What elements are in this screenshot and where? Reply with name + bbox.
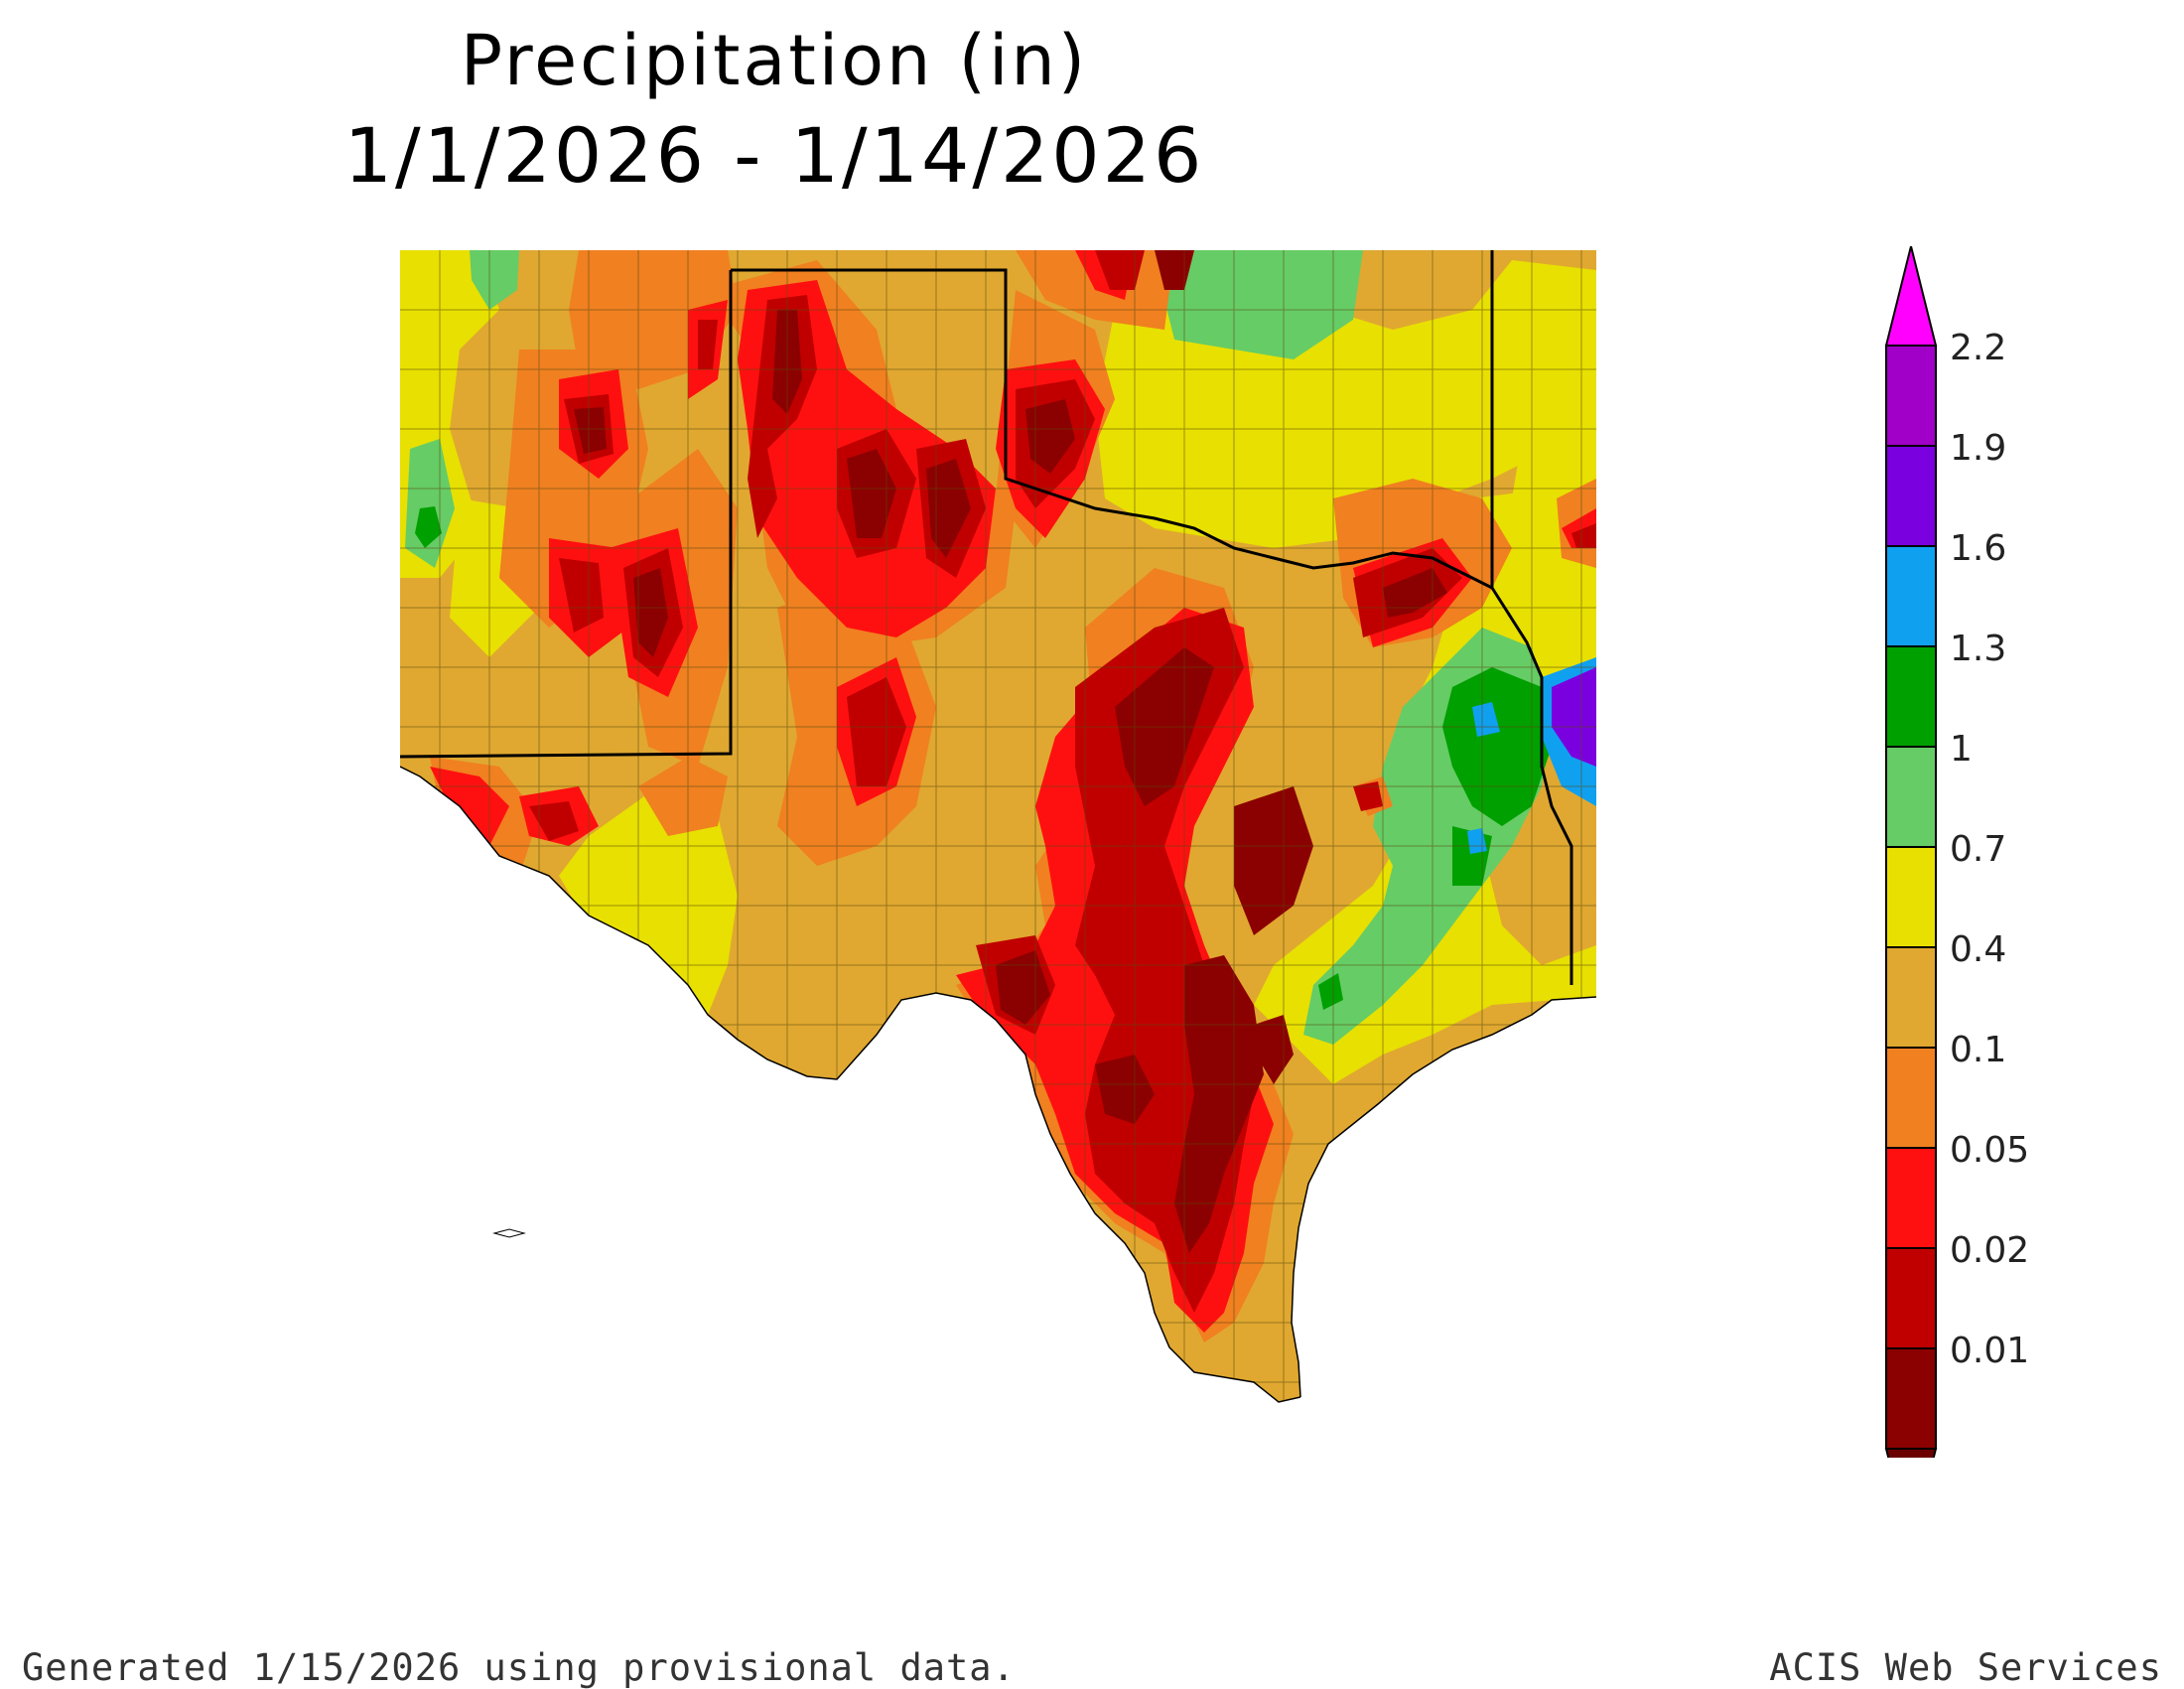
legend-under-arrow — [1884, 1448, 1938, 1458]
legend-tick-label: 1 — [1950, 729, 1973, 770]
precip-band-1.9-2.2 — [1552, 667, 1596, 767]
legend-swatch — [1885, 746, 1937, 848]
legend-tick-label: 1.3 — [1950, 629, 2006, 669]
legend-swatch — [1885, 1347, 1937, 1450]
legend-tick-label: 1.6 — [1950, 528, 2006, 569]
legend-tick-label: 2.2 — [1950, 328, 2006, 368]
legend-swatch — [1885, 445, 1937, 547]
legend-tick-label: 0.02 — [1950, 1230, 2029, 1271]
map-title: Precipitation (in) — [460, 20, 1089, 101]
legend-tick-label: 0.01 — [1950, 1331, 2029, 1371]
map-date-range: 1/1/2026 - 1/14/2026 — [343, 111, 1205, 200]
legend-tick-label: 0.1 — [1950, 1030, 2006, 1070]
coastline — [1291, 996, 1596, 1398]
state-boundaries — [400, 250, 1573, 985]
legend-tick-label: 0.7 — [1950, 829, 2006, 870]
legend-over-arrow — [1884, 246, 1938, 347]
legend-swatch — [1885, 345, 1937, 447]
footer-source: ACIS Web Services — [1769, 1646, 2162, 1689]
legend-tick-label: 1.9 — [1950, 428, 2006, 469]
lake-marker — [492, 1228, 526, 1238]
legend-swatch — [1885, 1247, 1937, 1349]
legend-swatch — [1885, 846, 1937, 948]
legend-swatch — [1885, 1047, 1937, 1149]
legend-swatch — [1885, 645, 1937, 748]
footer-generated-note: Generated 1/15/2026 using provisional da… — [22, 1646, 1016, 1689]
legend-colorbar: 0.01 0.02 0.05 0.1 0.4 0.7 1 1.3 1.6 1.9 2.2 — [1884, 246, 2029, 1458]
rio-grande-border — [400, 766, 1301, 1403]
legend-tick-label: 0.05 — [1950, 1130, 2029, 1171]
legend-swatch — [1885, 1147, 1937, 1249]
precipitation-map — [400, 250, 1596, 1403]
legend-tick-label: 0.4 — [1950, 929, 2006, 970]
legend-swatch — [1885, 545, 1937, 647]
legend-swatch — [1885, 946, 1937, 1049]
